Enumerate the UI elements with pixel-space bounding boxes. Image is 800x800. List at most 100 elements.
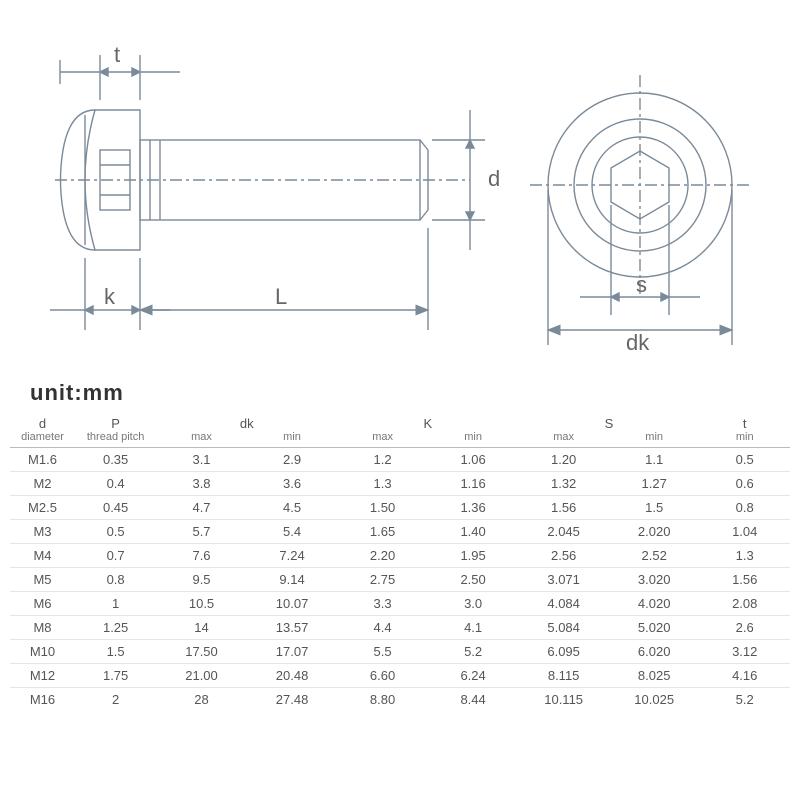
cell-dk_min: 17.07 [247, 640, 338, 664]
th-d: d [10, 412, 75, 431]
table-row: M6110.510.073.33.04.0844.0202.08 [10, 592, 790, 616]
th-dk: dk [156, 412, 337, 431]
cell-dk_max: 17.50 [156, 640, 247, 664]
cell-dk_min: 10.07 [247, 592, 338, 616]
table-row: M101.517.5017.075.55.26.0956.0203.12 [10, 640, 790, 664]
cell-K_min: 4.1 [428, 616, 519, 640]
technical-drawing: t k L d s dk [0, 0, 800, 370]
cell-P: 1.75 [75, 664, 156, 688]
cell-t_min: 2.08 [699, 592, 790, 616]
cell-S_max: 5.084 [518, 616, 609, 640]
cell-K_max: 1.2 [337, 448, 428, 472]
th-d-sub: diameter [10, 431, 75, 448]
cell-K_min: 1.06 [428, 448, 519, 472]
th-S: S [518, 412, 699, 431]
cell-d: M2 [10, 472, 75, 496]
cell-K_max: 1.3 [337, 472, 428, 496]
table-row: M121.7521.0020.486.606.248.1158.0254.16 [10, 664, 790, 688]
cell-dk_max: 21.00 [156, 664, 247, 688]
cell-K_min: 8.44 [428, 688, 519, 712]
th-dk-min: min [247, 431, 338, 448]
cell-t_min: 1.04 [699, 520, 790, 544]
cell-dk_max: 4.7 [156, 496, 247, 520]
cell-t_min: 4.16 [699, 664, 790, 688]
cell-P: 1.5 [75, 640, 156, 664]
unit-label: unit:mm [30, 380, 124, 406]
th-dk-max: max [156, 431, 247, 448]
cell-S_min: 10.025 [609, 688, 700, 712]
spec-table: d P dk K S t diameter thread pitch max m… [10, 412, 790, 711]
table-row: M81.251413.574.44.15.0845.0202.6 [10, 616, 790, 640]
cell-d: M8 [10, 616, 75, 640]
table-row: M40.77.67.242.201.952.562.521.3 [10, 544, 790, 568]
table-row: M2.50.454.74.51.501.361.561.50.8 [10, 496, 790, 520]
cell-K_min: 2.50 [428, 568, 519, 592]
table-row: M50.89.59.142.752.503.0713.0201.56 [10, 568, 790, 592]
dim-label-k: k [104, 284, 116, 309]
cell-P: 0.45 [75, 496, 156, 520]
cell-S_min: 4.020 [609, 592, 700, 616]
th-K-max: max [337, 431, 428, 448]
cell-K_min: 1.36 [428, 496, 519, 520]
cell-t_min: 1.3 [699, 544, 790, 568]
th-S-min: min [609, 431, 700, 448]
cell-d: M3 [10, 520, 75, 544]
dim-label-d: d [488, 166, 500, 191]
cell-S_max: 6.095 [518, 640, 609, 664]
cell-K_min: 6.24 [428, 664, 519, 688]
cell-t_min: 5.2 [699, 688, 790, 712]
dim-label-s: s [636, 272, 647, 297]
cell-K_max: 2.20 [337, 544, 428, 568]
cell-S_max: 3.071 [518, 568, 609, 592]
cell-dk_max: 7.6 [156, 544, 247, 568]
cell-S_min: 6.020 [609, 640, 700, 664]
th-P: P [75, 412, 156, 431]
cell-S_min: 5.020 [609, 616, 700, 640]
cell-S_max: 1.32 [518, 472, 609, 496]
cell-S_min: 3.020 [609, 568, 700, 592]
table-row: M20.43.83.61.31.161.321.270.6 [10, 472, 790, 496]
spec-table-wrap: d P dk K S t diameter thread pitch max m… [10, 412, 790, 711]
cell-S_min: 1.1 [609, 448, 700, 472]
cell-dk_min: 13.57 [247, 616, 338, 640]
cell-dk_min: 5.4 [247, 520, 338, 544]
cell-K_min: 3.0 [428, 592, 519, 616]
cell-S_min: 1.27 [609, 472, 700, 496]
cell-dk_max: 10.5 [156, 592, 247, 616]
cell-t_min: 1.56 [699, 568, 790, 592]
cell-dk_min: 7.24 [247, 544, 338, 568]
cell-S_max: 10.115 [518, 688, 609, 712]
cell-P: 1.25 [75, 616, 156, 640]
cell-dk_min: 4.5 [247, 496, 338, 520]
cell-d: M1.6 [10, 448, 75, 472]
cell-K_max: 5.5 [337, 640, 428, 664]
cell-dk_min: 27.48 [247, 688, 338, 712]
dim-label-t: t [114, 42, 120, 67]
cell-K_max: 1.65 [337, 520, 428, 544]
cell-P: 0.35 [75, 448, 156, 472]
cell-t_min: 3.12 [699, 640, 790, 664]
cell-P: 0.8 [75, 568, 156, 592]
cell-S_min: 8.025 [609, 664, 700, 688]
cell-P: 1 [75, 592, 156, 616]
cell-dk_max: 14 [156, 616, 247, 640]
th-K: K [337, 412, 518, 431]
cell-S_max: 4.084 [518, 592, 609, 616]
cell-dk_min: 2.9 [247, 448, 338, 472]
th-S-max: max [518, 431, 609, 448]
th-K-min: min [428, 431, 519, 448]
cell-dk_max: 3.1 [156, 448, 247, 472]
cell-dk_min: 9.14 [247, 568, 338, 592]
cell-t_min: 0.6 [699, 472, 790, 496]
cell-S_min: 2.020 [609, 520, 700, 544]
cell-dk_min: 3.6 [247, 472, 338, 496]
cell-d: M12 [10, 664, 75, 688]
th-t-min: min [699, 431, 790, 448]
table-row: M1.60.353.12.91.21.061.201.10.5 [10, 448, 790, 472]
cell-K_min: 1.40 [428, 520, 519, 544]
cell-S_max: 1.20 [518, 448, 609, 472]
cell-d: M6 [10, 592, 75, 616]
cell-dk_max: 28 [156, 688, 247, 712]
cell-K_max: 6.60 [337, 664, 428, 688]
cell-dk_max: 3.8 [156, 472, 247, 496]
